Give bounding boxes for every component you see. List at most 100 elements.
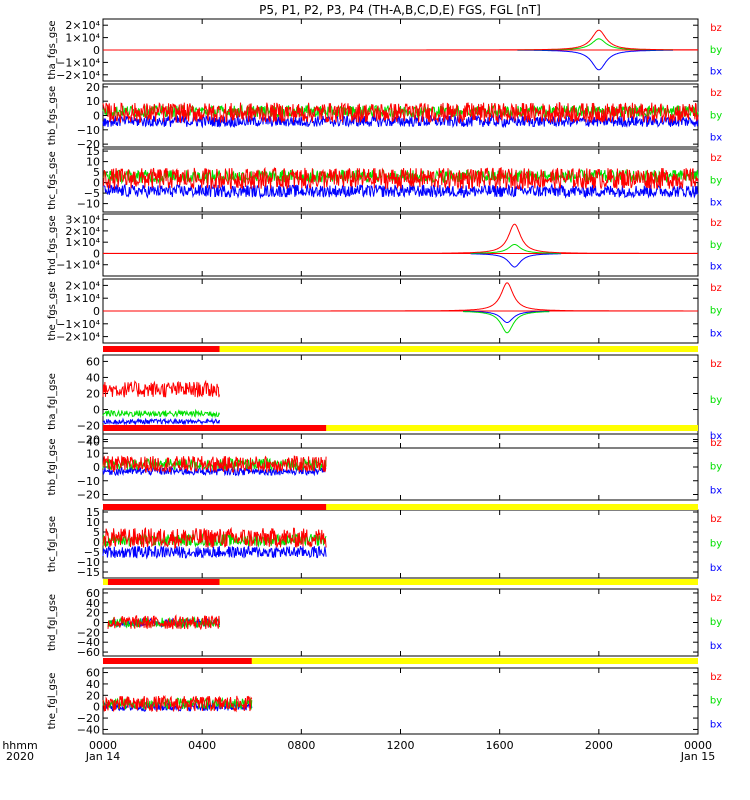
y-tick-label: −40 <box>77 636 100 649</box>
y-tick-label: 1×10⁴ <box>65 292 100 305</box>
x-tick-label: 2000 <box>585 739 613 752</box>
y-tick-label: 0 <box>93 305 100 318</box>
y-tick-label: 0 <box>93 110 100 123</box>
y-axis-label: the_fgs_gse <box>47 281 58 340</box>
legend-bx: bx <box>710 67 722 78</box>
y-axis-label: thd_fgs_gse <box>47 215 58 274</box>
legend-bx: bx <box>710 563 722 574</box>
series-by <box>107 616 220 629</box>
y-tick-label: −40 <box>77 723 100 736</box>
legend-bz: bz <box>710 593 722 604</box>
y-axis-label: thc_fgl_gse <box>47 516 58 572</box>
y-tick-label: 20 <box>86 81 100 94</box>
y-tick-label: −20 <box>77 712 100 725</box>
series-bx <box>463 310 550 323</box>
y-tick-label: −2×10⁴ <box>56 69 100 82</box>
y-axis-label: thc_fgs_gse <box>47 151 58 210</box>
y-tick-label: 2×10⁴ <box>65 225 100 238</box>
y-tick-label: −20 <box>77 626 100 639</box>
y-tick-label: 0 <box>93 44 100 57</box>
panel-frame <box>102 509 699 579</box>
series-by <box>517 38 673 51</box>
y-tick-label: 15 <box>86 506 100 519</box>
y-axis-label: thd_fgl_gse <box>47 594 58 651</box>
series-bx <box>470 253 562 268</box>
x-tick-date-label: Jan 14 <box>85 750 120 763</box>
series-bx <box>517 49 673 71</box>
legend-bx: bx <box>710 198 722 209</box>
legend-by: by <box>710 110 722 121</box>
y-tick-label: 60 <box>86 587 100 600</box>
y-tick-label: −5 <box>84 187 100 200</box>
status-bar-on <box>103 425 327 431</box>
status-bar-off <box>103 658 698 664</box>
y-tick-label: 2×10⁴ <box>65 19 100 32</box>
legend-by: by <box>710 395 722 406</box>
legend-bx: bx <box>710 641 722 652</box>
y-tick-label: −2×10⁴ <box>56 331 100 344</box>
legend-bz: bz <box>710 153 722 164</box>
legend-bz: bz <box>710 438 722 449</box>
status-bar-off <box>103 346 698 352</box>
legend-bx: bx <box>710 133 722 144</box>
status-bar-off <box>103 504 698 510</box>
legend-by: by <box>710 175 722 186</box>
y-tick-label: −20 <box>77 420 100 433</box>
series-bz <box>102 379 220 398</box>
status-bar-on <box>103 658 252 664</box>
legend-bx: bx <box>710 719 722 730</box>
series-by <box>463 311 550 334</box>
series-bz <box>102 526 327 549</box>
legend-bz: bz <box>710 218 722 229</box>
series-bz <box>107 614 220 631</box>
series-bz <box>102 166 699 190</box>
legend-bz: bz <box>710 88 722 99</box>
y-tick-label: 10 <box>86 447 100 460</box>
legend-bz: bz <box>710 672 722 683</box>
status-bar-on <box>107 579 220 585</box>
y-tick-label: −10 <box>77 198 100 211</box>
y-axis-label: tha_fgs_gse <box>47 20 58 79</box>
y-tick-label: 15 <box>86 145 100 158</box>
status-bar-off <box>103 579 698 585</box>
y-tick-label: 1×10⁴ <box>65 32 100 45</box>
y-tick-label: −20 <box>77 489 100 502</box>
y-axis-label: thb_fgl_gse <box>47 439 58 496</box>
y-tick-label: −10 <box>77 475 100 488</box>
series-by <box>102 408 220 419</box>
series-bx <box>102 417 220 426</box>
legend-by: by <box>710 45 722 56</box>
x-tick-date-label: Jan 15 <box>680 750 715 763</box>
y-tick-label: 40 <box>86 371 100 384</box>
y-tick-label: 3×10⁴ <box>65 214 100 227</box>
y-tick-label: 1×10⁴ <box>65 236 100 249</box>
y-tick-label: −10 <box>77 124 100 137</box>
y-tick-label: −1×10⁴ <box>56 56 100 69</box>
y-tick-label: 10 <box>86 156 100 169</box>
legend-bz: bz <box>710 23 722 34</box>
y-tick-label: 20 <box>86 434 100 447</box>
status-bar-off <box>103 425 698 431</box>
y-tick-label: −10 <box>77 556 100 569</box>
legend-bx: bx <box>710 262 722 273</box>
legend-by: by <box>710 306 722 317</box>
y-axis-label: tha_fgl_gse <box>47 373 58 430</box>
status-bar-on <box>103 504 327 510</box>
x-tick-label: 0000 <box>684 739 712 752</box>
legend-bx: bx <box>710 328 722 339</box>
x-tick-label: 1600 <box>486 739 514 752</box>
series-by <box>470 244 562 254</box>
x-tick-label: 0800 <box>287 739 315 752</box>
status-bar-on <box>103 346 220 352</box>
y-tick-label: 0 <box>93 404 100 417</box>
series-bz <box>102 101 699 124</box>
